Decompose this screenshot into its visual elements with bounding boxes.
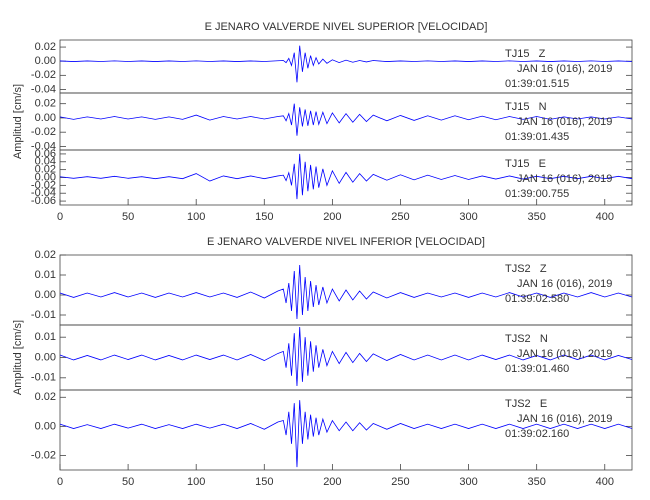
time-label: 01:39:01.435 xyxy=(505,131,569,143)
time-label: 01:39:01.515 xyxy=(505,78,569,90)
y-tick-label: -0.04 xyxy=(31,187,56,199)
y-tick-label: 0.00 xyxy=(35,289,56,301)
y-tick-label: -0.06 xyxy=(31,195,56,207)
date-label: JAN 16 (016), 2019 xyxy=(517,116,612,128)
y-axis-label: Amplitud [cm/s] xyxy=(12,320,24,395)
y-tick-label: 0.02 xyxy=(35,41,56,53)
station-label: TJS2 E xyxy=(505,398,547,410)
x-tick-label: 150 xyxy=(255,211,273,223)
date-label: JAN 16 (016), 2019 xyxy=(517,348,612,360)
y-tick-label: -0.02 xyxy=(31,179,56,191)
waveform xyxy=(59,45,633,83)
x-tick-label: 0 xyxy=(57,211,63,223)
station-label: TJS2 N xyxy=(505,333,548,345)
x-tick-label: 100 xyxy=(187,211,205,223)
x-tick-label: 350 xyxy=(527,476,545,488)
waveform xyxy=(59,327,633,386)
waveform xyxy=(59,153,633,200)
x-tick-label: 250 xyxy=(391,476,409,488)
waveform xyxy=(59,264,633,320)
station-label: TJ15 E xyxy=(505,158,546,170)
y-tick-label: -0.02 xyxy=(31,69,56,81)
waveform xyxy=(59,103,633,136)
y-tick-label: 0.00 xyxy=(35,351,56,363)
y-tick-label: -0.02 xyxy=(31,126,56,138)
x-tick-label: 400 xyxy=(596,211,614,223)
time-label: 01:39:02.160 xyxy=(505,428,569,440)
date-label: JAN 16 (016), 2019 xyxy=(517,173,612,185)
x-tick-label: 250 xyxy=(391,211,409,223)
x-tick-label: 300 xyxy=(459,476,477,488)
chart-title: E JENARO VALVERDE NIVEL SUPERIOR [VELOCI… xyxy=(205,21,488,33)
y-tick-label: 0.01 xyxy=(35,331,56,343)
y-tick-label: 0.02 xyxy=(35,391,56,403)
waveform xyxy=(59,400,633,468)
time-label: 01:39:01.460 xyxy=(505,363,569,375)
station-label: TJ15 N xyxy=(505,101,547,113)
x-tick-label: 200 xyxy=(323,476,341,488)
chart-title: E JENARO VALVERDE NIVEL INFERIOR [VELOCI… xyxy=(207,236,485,248)
y-tick-label: 0.00 xyxy=(35,420,56,432)
date-label: JAN 16 (016), 2019 xyxy=(517,63,612,75)
time-label: 01:39:02.580 xyxy=(505,293,569,305)
y-tick-label: 0.02 xyxy=(35,164,56,176)
y-tick-label: -0.01 xyxy=(31,309,56,321)
x-tick-label: 0 xyxy=(57,476,63,488)
x-tick-label: 50 xyxy=(122,476,134,488)
y-tick-label: 0.00 xyxy=(35,171,56,183)
panel-frame xyxy=(59,389,633,471)
date-label: JAN 16 (016), 2019 xyxy=(517,413,612,425)
x-tick-label: 150 xyxy=(255,476,273,488)
y-tick-label: 0.00 xyxy=(35,55,56,67)
y-tick-label: -0.04 xyxy=(31,83,56,95)
y-tick-label: 0.01 xyxy=(35,269,56,281)
y-tick-label: 0.04 xyxy=(35,156,56,168)
y-tick-label: -0.04 xyxy=(31,140,56,152)
y-axis-label: Amplitud [cm/s] xyxy=(12,84,24,159)
station-label: TJS2 Z xyxy=(505,263,547,275)
x-tick-label: 50 xyxy=(122,211,134,223)
time-label: 01:39:00.755 xyxy=(505,188,569,200)
y-tick-label: 0.02 xyxy=(35,98,56,110)
station-label: TJ15 Z xyxy=(505,48,546,60)
x-tick-label: 100 xyxy=(187,476,205,488)
x-tick-label: 300 xyxy=(459,211,477,223)
y-tick-label: 0.00 xyxy=(35,112,56,124)
y-tick-label: -0.02 xyxy=(31,449,56,461)
y-tick-label: -0.01 xyxy=(31,372,56,384)
x-tick-label: 350 xyxy=(527,211,545,223)
x-tick-label: 400 xyxy=(596,476,614,488)
x-tick-label: 200 xyxy=(323,211,341,223)
y-tick-label: 0.02 xyxy=(35,249,56,261)
y-tick-label: 0.06 xyxy=(35,148,56,160)
date-label: JAN 16 (016), 2019 xyxy=(517,278,612,290)
